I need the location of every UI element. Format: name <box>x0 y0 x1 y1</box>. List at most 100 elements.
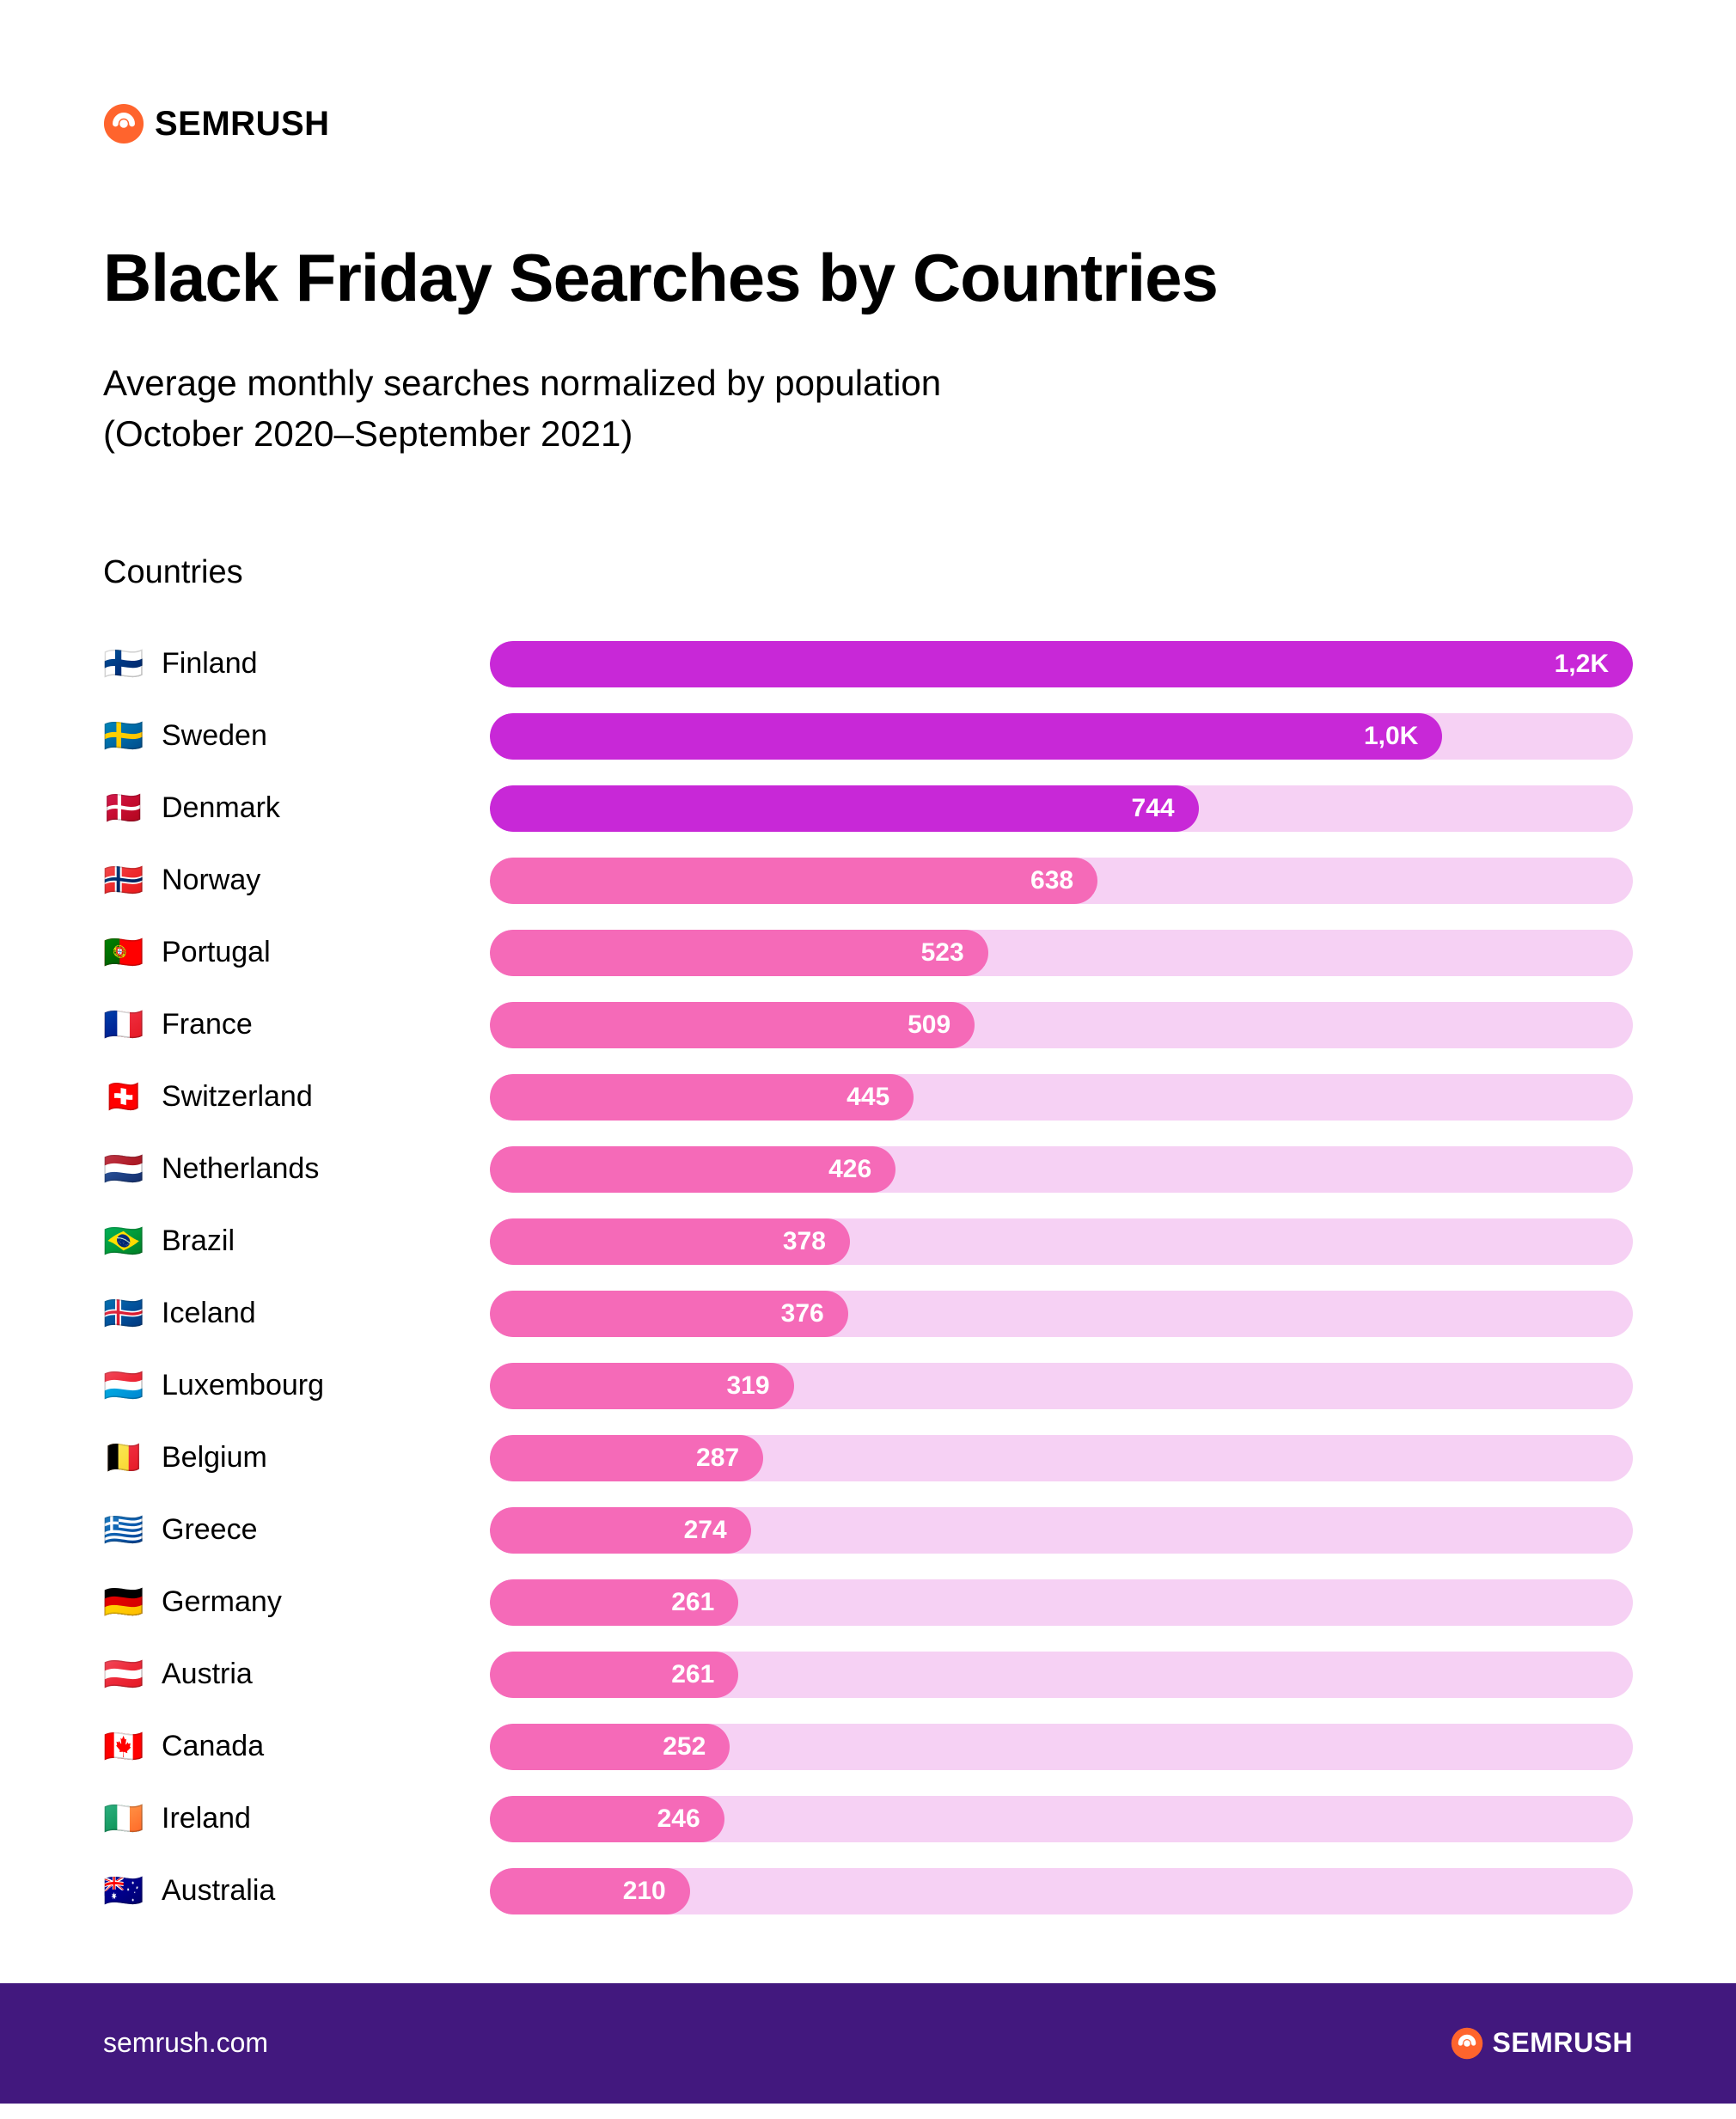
footer-logo: SEMRUSH <box>1451 2027 1633 2060</box>
chart-row: 🇳🇱Netherlands426 <box>103 1146 1633 1193</box>
flag-icon: 🇱🇺 <box>103 1370 144 1402</box>
chart-row: 🇦🇹Austria 261 <box>103 1652 1633 1698</box>
flag-icon: 🇸🇪 <box>103 720 144 753</box>
country-label: Luxembourg <box>144 1369 490 1402</box>
bar-fill: 509 <box>490 1002 975 1048</box>
flag-icon: 🇧🇪 <box>103 1442 144 1475</box>
flag-icon: 🇵🇹 <box>103 937 144 969</box>
chart-row: 🇨🇭Switzerland445 <box>103 1074 1633 1121</box>
country-label: Switzerland <box>144 1080 490 1114</box>
bar-track: 261 <box>490 1652 1633 1698</box>
chart-row: 🇮🇪Ireland246 <box>103 1796 1633 1842</box>
chart-row: 🇳🇴Norway638 <box>103 858 1633 904</box>
bar-fill: 426 <box>490 1146 896 1193</box>
country-label: Ireland <box>144 1802 490 1835</box>
flag-icon: 🇩🇪 <box>103 1586 144 1619</box>
brand-name: SEMRUSH <box>155 105 330 144</box>
bar-value: 509 <box>908 1011 951 1040</box>
bar-value: 523 <box>921 938 964 968</box>
bar-track: 426 <box>490 1146 1633 1193</box>
bar-value: 376 <box>781 1299 824 1328</box>
country-label: Austria <box>144 1658 490 1691</box>
bar-chart: 🇫🇮Finland1,2K🇸🇪Sweden1,0K🇩🇰Denmark744🇳🇴N… <box>103 641 1633 1914</box>
bar-track: 319 <box>490 1363 1633 1409</box>
country-label: Netherlands <box>144 1152 490 1186</box>
bar-track: 523 <box>490 930 1633 976</box>
flag-icon: 🇳🇴 <box>103 864 144 897</box>
bar-track: 287 <box>490 1435 1633 1481</box>
bar-fill: 378 <box>490 1218 850 1265</box>
bar-fill: 274 <box>490 1507 751 1554</box>
flag-icon: 🇫🇷 <box>103 1009 144 1041</box>
chart-row: 🇸🇪Sweden1,0K <box>103 713 1633 760</box>
bar-track: 252 <box>490 1724 1633 1770</box>
bar-value: 261 <box>671 1660 714 1689</box>
flag-icon: 🇬🇷 <box>103 1514 144 1547</box>
chart-row: 🇧🇪Belgium287 <box>103 1435 1633 1481</box>
chart-row: 🇦🇺Australia 210 <box>103 1868 1633 1914</box>
semrush-icon <box>103 103 144 144</box>
bar-value: 210 <box>623 1877 666 1906</box>
chart-row: 🇵🇹Portugal 523 <box>103 930 1633 976</box>
flag-icon: 🇨🇦 <box>103 1731 144 1763</box>
bar-track: 274 <box>490 1507 1633 1554</box>
country-label: France <box>144 1008 490 1041</box>
bar-track: 378 <box>490 1218 1633 1265</box>
footer-brand-name: SEMRUSH <box>1492 2027 1633 2059</box>
country-label: Brazil <box>144 1224 490 1258</box>
page-subtitle: Average monthly searches normalized by p… <box>103 358 1633 460</box>
bar-value: 319 <box>726 1371 769 1401</box>
subtitle-line-1: Average monthly searches normalized by p… <box>103 363 941 403</box>
chart-row: 🇧🇷Brazil 378 <box>103 1218 1633 1265</box>
bar-fill: 210 <box>490 1868 690 1914</box>
flag-icon: 🇫🇮 <box>103 648 144 681</box>
country-label: Greece <box>144 1513 490 1547</box>
chart-row: 🇫🇷France 509 <box>103 1002 1633 1048</box>
flag-icon: 🇦🇹 <box>103 1658 144 1691</box>
bar-fill: 638 <box>490 858 1097 904</box>
chart-row: 🇮🇸Iceland 376 <box>103 1291 1633 1337</box>
bar-value: 638 <box>1030 866 1073 895</box>
chart-row: 🇫🇮Finland1,2K <box>103 641 1633 687</box>
bar-fill: 246 <box>490 1796 724 1842</box>
subtitle-line-2: (October 2020–September 2021) <box>103 413 633 454</box>
country-label: Iceland <box>144 1297 490 1330</box>
flag-icon: 🇮🇪 <box>103 1803 144 1835</box>
section-label: Countries <box>103 554 1633 591</box>
bar-value: 252 <box>663 1732 706 1762</box>
bar-fill: 319 <box>490 1363 794 1409</box>
bar-fill: 523 <box>490 930 988 976</box>
bar-track: 445 <box>490 1074 1633 1121</box>
bar-fill: 445 <box>490 1074 914 1121</box>
bar-value: 1,0K <box>1364 722 1418 751</box>
chart-row: 🇬🇷Greece274 <box>103 1507 1633 1554</box>
bar-fill: 744 <box>490 785 1199 832</box>
footer-url: semrush.com <box>103 2027 268 2059</box>
flag-icon: 🇩🇰 <box>103 792 144 825</box>
brand-logo: SEMRUSH <box>103 103 1633 144</box>
bar-track: 744 <box>490 785 1633 832</box>
bar-track: 1,0K <box>490 713 1633 760</box>
bar-value: 378 <box>783 1227 826 1256</box>
flag-icon: 🇮🇸 <box>103 1298 144 1330</box>
semrush-icon <box>1451 2027 1483 2060</box>
country-label: Portugal <box>144 936 490 969</box>
bar-track: 509 <box>490 1002 1633 1048</box>
bar-fill: 1,2K <box>490 641 1633 687</box>
chart-row: 🇩🇰Denmark744 <box>103 785 1633 832</box>
country-label: Australia <box>144 1874 490 1908</box>
bar-track: 376 <box>490 1291 1633 1337</box>
bar-value: 426 <box>828 1155 871 1184</box>
bar-track: 210 <box>490 1868 1633 1914</box>
bar-value: 1,2K <box>1555 650 1609 679</box>
bar-fill: 261 <box>490 1579 738 1626</box>
footer-bar: semrush.com SEMRUSH <box>0 1983 1736 2104</box>
infographic-page: SEMRUSH Black Friday Searches by Countri… <box>0 0 1736 2104</box>
chart-row: 🇨🇦Canada 252 <box>103 1724 1633 1770</box>
bar-track: 1,2K <box>490 641 1633 687</box>
bar-track: 638 <box>490 858 1633 904</box>
bar-track: 261 <box>490 1579 1633 1626</box>
flag-icon: 🇦🇺 <box>103 1875 144 1908</box>
flag-icon: 🇧🇷 <box>103 1225 144 1258</box>
country-label: Canada <box>144 1730 490 1763</box>
